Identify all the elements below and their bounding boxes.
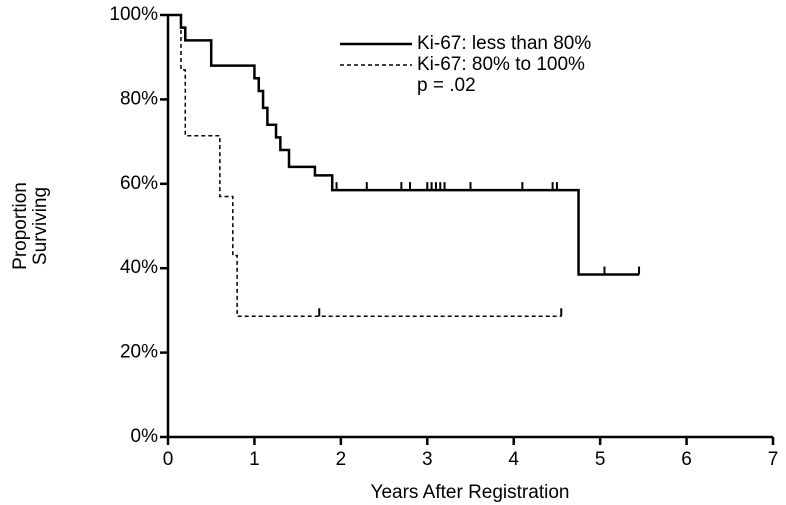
annotation: p = .02 [417,75,476,96]
x-tick-label: 2 [336,449,347,470]
y-axis-title: Proportion Surviving [10,182,51,270]
survival-curve [168,14,562,318]
x-tick-label: 4 [508,449,519,470]
legend-label: Ki-67: 80% to 100% [417,54,585,75]
y-tick-label: 20% [120,342,158,363]
survival-curve [168,13,640,276]
y-tick-label: 0% [131,426,159,447]
y-tick-label: 100% [109,4,158,25]
x-tick-label: 6 [681,449,692,470]
legend-label: Ki-67: less than 80% [417,33,591,54]
y-tick-label: 40% [120,257,158,278]
y-axis-title-line: Proportion [10,182,31,270]
y-tick-label: 80% [120,88,158,109]
y-axis-title-line: Surviving [30,187,51,265]
x-tick-label: 0 [163,449,174,470]
x-axis-title: Years After Registration [371,482,570,503]
x-tick-label: 3 [422,449,433,470]
x-tick-label: 5 [595,449,606,470]
x-tick-label: 1 [249,449,260,470]
x-tick-label: 7 [768,449,779,470]
y-tick-label: 60% [120,173,158,194]
